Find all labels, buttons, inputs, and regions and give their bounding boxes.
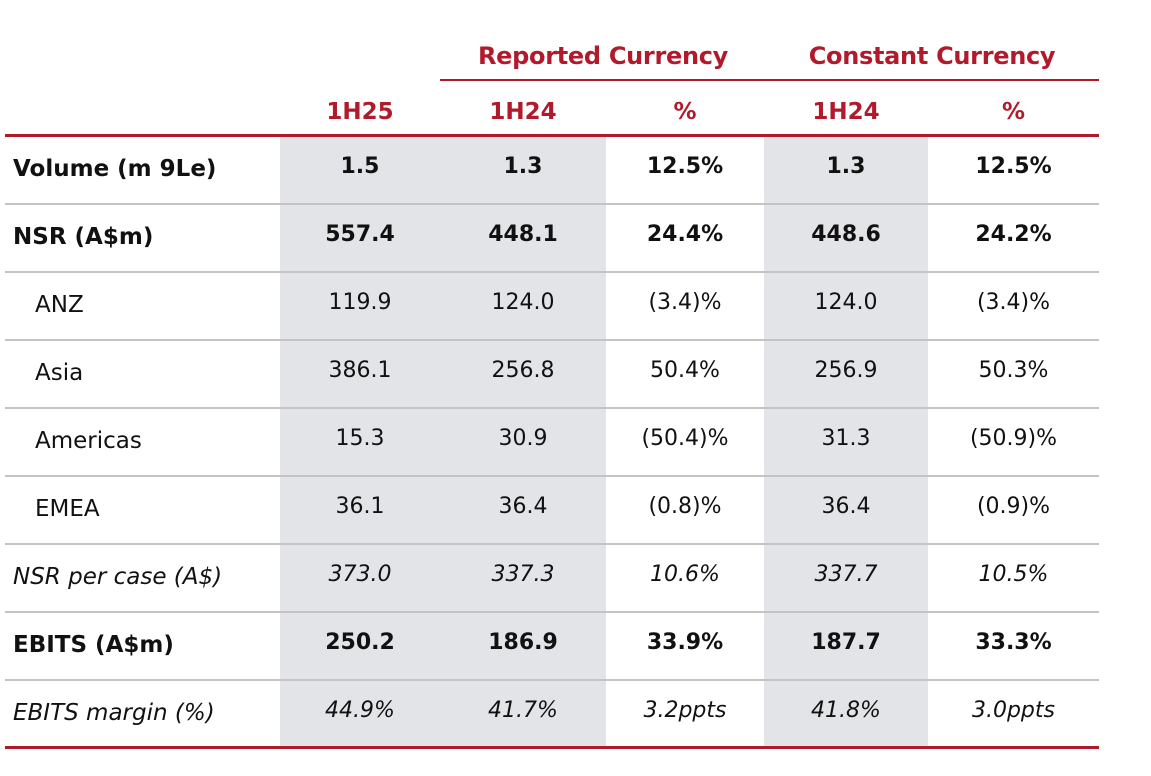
constant-currency-header: Constant Currency xyxy=(808,42,1056,70)
row-label: Asia xyxy=(35,360,84,386)
value-constant-1h24: 41.8% xyxy=(811,698,881,723)
row-divider xyxy=(5,611,1099,613)
value-reported-1h24: 1.3 xyxy=(503,154,543,179)
row-divider xyxy=(5,407,1099,409)
value-1h25: 44.9% xyxy=(325,698,395,723)
value-1h25: 119.9 xyxy=(328,290,392,315)
value-constant-1h24: 1.3 xyxy=(826,154,866,179)
row-divider xyxy=(5,543,1099,545)
value-constant-1h24: 124.0 xyxy=(814,290,878,315)
value-constant-1h24: 187.7 xyxy=(811,630,881,655)
value-constant-1h24: 448.6 xyxy=(811,222,881,247)
row-label: EBITS margin (%) xyxy=(13,700,215,726)
value-constant-pct: (50.9)% xyxy=(969,426,1058,451)
value-reported-pct: 10.6% xyxy=(650,562,720,587)
row-divider xyxy=(5,475,1099,477)
row-divider xyxy=(5,203,1099,205)
value-constant-pct: 10.5% xyxy=(978,562,1049,587)
col-header-constant-pct: % xyxy=(1001,99,1026,125)
value-constant-pct: (0.9)% xyxy=(976,494,1051,519)
value-reported-pct: 50.4% xyxy=(650,358,720,383)
row-label: EBITS (A$m) xyxy=(13,632,174,658)
value-constant-pct: 33.3% xyxy=(975,630,1052,655)
value-constant-1h24: 36.4 xyxy=(821,494,871,519)
row-divider xyxy=(5,271,1099,273)
value-constant-pct: 12.5% xyxy=(975,154,1052,179)
value-reported-pct: (50.4)% xyxy=(641,426,729,451)
reported-currency-header: Reported Currency xyxy=(477,42,729,70)
value-constant-pct: (3.4)% xyxy=(976,290,1051,315)
value-reported-1h24: 30.9 xyxy=(498,426,548,451)
value-constant-pct: 3.0ppts xyxy=(971,698,1055,723)
value-1h25: 15.3 xyxy=(335,426,385,451)
value-constant-pct: 24.2% xyxy=(975,222,1052,247)
value-1h25: 386.1 xyxy=(328,358,392,383)
group-header-underline xyxy=(440,79,1099,81)
row-divider xyxy=(5,679,1099,681)
row-label: Americas xyxy=(35,428,142,454)
col-header-constant-1h24: 1H24 xyxy=(812,99,880,125)
value-reported-pct: 12.5% xyxy=(646,154,724,179)
value-1h25: 1.5 xyxy=(340,154,380,179)
row-divider xyxy=(5,339,1099,341)
value-constant-1h24: 256.9 xyxy=(814,358,878,383)
value-constant-pct: 50.3% xyxy=(978,358,1049,383)
value-reported-pct: 3.2ppts xyxy=(643,698,727,723)
value-1h25: 373.0 xyxy=(328,562,392,587)
row-label: ANZ xyxy=(35,292,84,318)
value-reported-1h24: 41.7% xyxy=(488,698,558,723)
value-reported-pct: 24.4% xyxy=(646,222,724,247)
value-1h25: 36.1 xyxy=(335,494,385,519)
value-constant-1h24: 31.3 xyxy=(821,426,871,451)
col-header-reported-pct: % xyxy=(673,99,697,125)
table-bottom-rule xyxy=(5,746,1099,749)
value-1h25: 557.4 xyxy=(325,222,395,247)
value-reported-pct: (0.8)% xyxy=(648,494,722,519)
value-reported-pct: (3.4)% xyxy=(648,290,722,315)
row-label: NSR per case (A$) xyxy=(13,564,223,590)
row-label: NSR (A$m) xyxy=(13,224,154,250)
col-header-1h25: 1H25 xyxy=(326,99,394,125)
value-reported-1h24: 124.0 xyxy=(491,290,555,315)
col-header-reported-1h24: 1H24 xyxy=(489,99,557,125)
value-reported-1h24: 36.4 xyxy=(498,494,548,519)
value-reported-pct: 33.9% xyxy=(646,630,724,655)
value-reported-1h24: 186.9 xyxy=(488,630,558,655)
shade-1h25-column xyxy=(280,136,606,746)
value-reported-1h24: 448.1 xyxy=(488,222,558,247)
value-constant-1h24: 337.7 xyxy=(814,562,878,587)
value-reported-1h24: 256.8 xyxy=(491,358,555,383)
value-reported-1h24: 337.3 xyxy=(491,562,555,587)
row-label: EMEA xyxy=(35,496,100,522)
row-label: Volume (m 9Le) xyxy=(13,156,217,182)
shade-constant-1h24-column xyxy=(764,136,928,746)
header-bottom-rule xyxy=(5,134,1099,137)
value-1h25: 250.2 xyxy=(325,630,395,655)
